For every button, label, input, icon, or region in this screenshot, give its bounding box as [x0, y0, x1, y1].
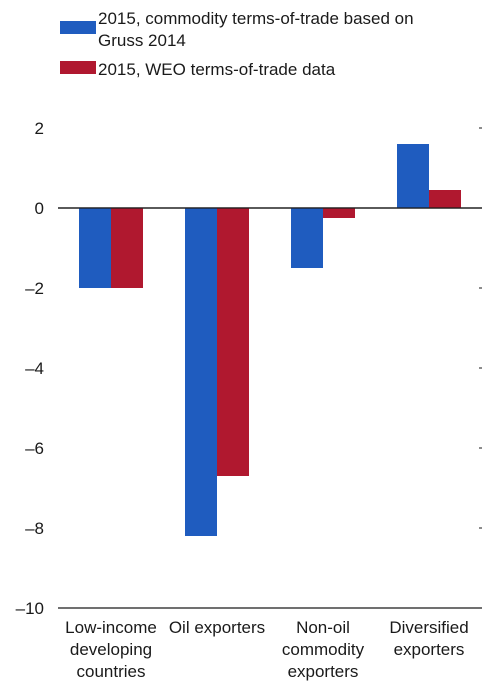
category-label: exporters	[288, 662, 359, 681]
legend: 2015, commodity terms-of-trade based on …	[60, 9, 414, 79]
category-label: Low-income	[65, 618, 157, 637]
y-tick-label: –10	[16, 599, 44, 618]
category-label: Non-oil	[296, 618, 350, 637]
category-label: exporters	[394, 640, 465, 659]
category-label: commodity	[282, 640, 365, 659]
y-tick-label: –2	[25, 279, 44, 298]
y-tick-label: –8	[25, 519, 44, 538]
category-label: developing	[70, 640, 152, 659]
bar-series-1-cat-3	[429, 190, 461, 208]
y-tick-label: –4	[25, 359, 44, 378]
bars	[58, 144, 482, 536]
legend-label-weo-tot: 2015, WEO terms-of-trade data	[98, 60, 336, 79]
category-label: Diversified	[389, 618, 468, 637]
legend-label-commodity-tot-line-2: Gruss 2014	[98, 31, 186, 50]
axes: 2 0 –2 –4 –6 –8 –10	[16, 119, 482, 618]
category-label: countries	[77, 662, 146, 681]
bar-series-1-cat-2	[323, 208, 355, 218]
legend-label-commodity-tot-line-1: 2015, commodity terms-of-trade based on	[98, 9, 414, 28]
bar-series-1-cat-0	[111, 208, 143, 288]
bar-series-0-cat-3	[397, 144, 429, 208]
legend-swatch-commodity-tot	[60, 21, 96, 34]
y-tick-label: –6	[25, 439, 44, 458]
bar-series-0-cat-2	[291, 208, 323, 268]
legend-swatch-weo-tot	[60, 61, 96, 74]
category-label: Oil exporters	[169, 618, 265, 637]
bar-series-0-cat-0	[79, 208, 111, 288]
bar-series-0-cat-1	[185, 208, 217, 536]
y-tick-label: 0	[35, 199, 44, 218]
category-labels: Low-income developing countries Oil exporte…	[65, 618, 469, 681]
bar-series-1-cat-1	[217, 208, 249, 476]
y-tick-label: 2	[35, 119, 44, 138]
